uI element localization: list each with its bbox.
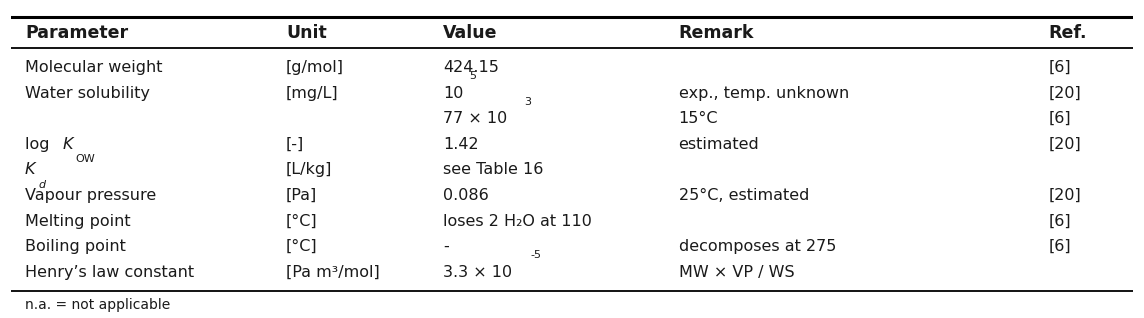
Text: 1.42: 1.42 [443, 137, 478, 152]
Text: [mg/L]: [mg/L] [286, 86, 339, 100]
Text: [6]: [6] [1049, 214, 1071, 229]
Text: [20]: [20] [1049, 188, 1081, 203]
Text: Molecular weight: Molecular weight [25, 60, 162, 75]
Text: loses 2 H₂O at 110: loses 2 H₂O at 110 [443, 214, 591, 229]
Text: K: K [63, 137, 73, 152]
Text: [°C]: [°C] [286, 214, 318, 229]
Text: see Table 16: see Table 16 [443, 162, 543, 177]
Text: 10: 10 [443, 86, 463, 100]
Text: [g/mol]: [g/mol] [286, 60, 344, 75]
Text: [Pa m³/mol]: [Pa m³/mol] [286, 265, 380, 280]
Text: OW: OW [76, 154, 95, 164]
Text: 424.15: 424.15 [443, 60, 499, 75]
Text: Parameter: Parameter [25, 24, 128, 42]
Text: K: K [25, 162, 35, 177]
Text: d: d [38, 180, 46, 190]
Text: 5: 5 [469, 71, 476, 81]
Text: [-]: [-] [286, 137, 304, 152]
Text: [6]: [6] [1049, 111, 1071, 126]
Text: Ref.: Ref. [1049, 24, 1087, 42]
Text: Remark: Remark [678, 24, 754, 42]
Text: exp., temp. unknown: exp., temp. unknown [678, 86, 849, 100]
Text: [20]: [20] [1049, 137, 1081, 152]
Text: n.a. = not applicable: n.a. = not applicable [25, 298, 170, 312]
Text: estimated: estimated [678, 137, 760, 152]
Text: [20]: [20] [1049, 86, 1081, 100]
Text: 25°C, estimated: 25°C, estimated [678, 188, 809, 203]
Text: decomposes at 275: decomposes at 275 [678, 239, 836, 254]
Text: Unit: Unit [286, 24, 327, 42]
Text: 77 × 10: 77 × 10 [443, 111, 507, 126]
Text: -: - [443, 239, 448, 254]
Text: [°C]: [°C] [286, 239, 318, 254]
Text: Henry’s law constant: Henry’s law constant [25, 265, 194, 280]
Text: [6]: [6] [1049, 239, 1071, 254]
Text: MW × VP / WS: MW × VP / WS [678, 265, 794, 280]
Text: 15°C: 15°C [678, 111, 718, 126]
Text: Boiling point: Boiling point [25, 239, 126, 254]
Text: Value: Value [443, 24, 498, 42]
Text: [L/kg]: [L/kg] [286, 162, 333, 177]
Text: 3.3 × 10: 3.3 × 10 [443, 265, 513, 280]
Text: [Pa]: [Pa] [286, 188, 317, 203]
Text: Vapour pressure: Vapour pressure [25, 188, 156, 203]
Text: -5: -5 [531, 250, 541, 260]
Text: log: log [25, 137, 55, 152]
Text: 0.086: 0.086 [443, 188, 488, 203]
Text: [6]: [6] [1049, 60, 1071, 75]
Text: Water solubility: Water solubility [25, 86, 150, 100]
Text: Melting point: Melting point [25, 214, 130, 229]
Text: 3: 3 [524, 97, 531, 107]
